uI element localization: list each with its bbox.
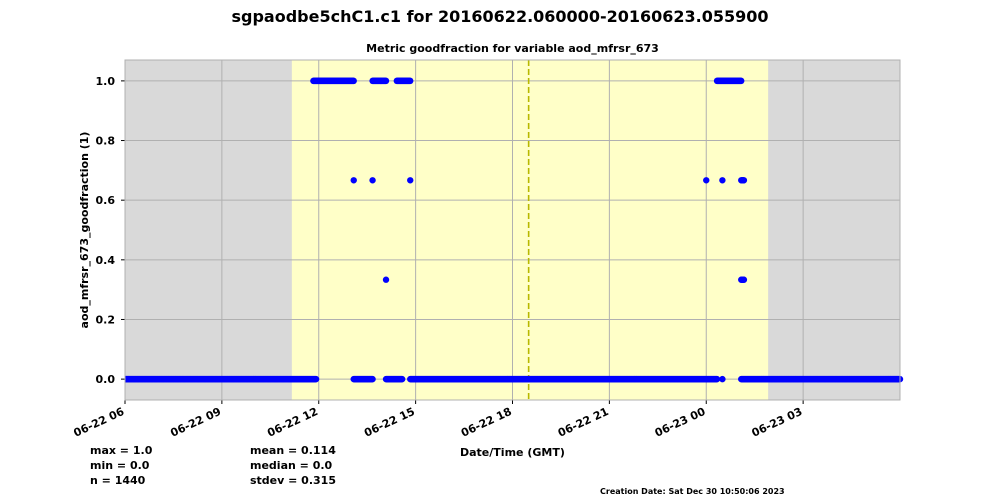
- data-points: [125, 77, 904, 383]
- y-axis-label: aod_mfrsr_673_goodfraction (1): [78, 132, 91, 329]
- x-tick-label: 06-22 18: [459, 405, 514, 440]
- data-point: [713, 375, 721, 383]
- x-axis-label: Date/Time (GMT): [460, 446, 565, 459]
- x-tick-label: 06-22 21: [556, 405, 611, 440]
- data-point: [369, 177, 376, 184]
- creation-date: Creation Date: Sat Dec 30 10:50:06 2023: [600, 487, 785, 496]
- x-tick-label: 06-23 03: [750, 405, 805, 440]
- data-point: [740, 177, 748, 184]
- x-tick-label: 06-23 00: [653, 405, 708, 440]
- data-point: [350, 77, 357, 85]
- data-point: [382, 77, 390, 85]
- y-tick-label: 0.2: [96, 313, 116, 326]
- x-tick-label: 06-22 12: [265, 405, 320, 440]
- data-point: [382, 276, 390, 283]
- x-tick-label: 06-22 06: [72, 405, 127, 440]
- chart-title: Metric goodfraction for variable aod_mfr…: [366, 42, 659, 55]
- plot-frame: [124, 59, 901, 401]
- daylight-region: [291, 60, 769, 400]
- stat-stdev: stdev = 0.315: [250, 474, 336, 487]
- y-tick-label: 0.0: [96, 373, 116, 386]
- stat-n: n = 1440: [90, 474, 146, 487]
- x-tick-label: 06-22 15: [362, 405, 417, 440]
- data-point: [407, 77, 414, 85]
- data-point: [312, 375, 320, 383]
- data-point: [369, 375, 376, 383]
- data-point: [703, 177, 710, 184]
- data-point: [407, 177, 414, 184]
- x-tick-label: 06-22 09: [168, 405, 223, 440]
- data-point: [719, 375, 726, 383]
- data-point: [350, 177, 357, 184]
- stat-mean: mean = 0.114: [250, 444, 336, 457]
- data-point: [738, 77, 745, 85]
- stat-median: median = 0.0: [250, 459, 333, 472]
- stat-min: min = 0.0: [90, 459, 150, 472]
- data-point: [398, 375, 406, 383]
- main-title: sgpaodbe5chC1.c1 for 20160622.060000-201…: [231, 7, 769, 26]
- y-tick-label: 0.4: [96, 254, 116, 267]
- y-tick-label: 0.8: [96, 135, 116, 148]
- y-tick-label: 1.0: [96, 75, 116, 88]
- data-point: [740, 276, 748, 283]
- stat-max: max = 1.0: [90, 444, 153, 457]
- y-tick-label: 0.6: [96, 194, 116, 207]
- data-point: [719, 177, 726, 184]
